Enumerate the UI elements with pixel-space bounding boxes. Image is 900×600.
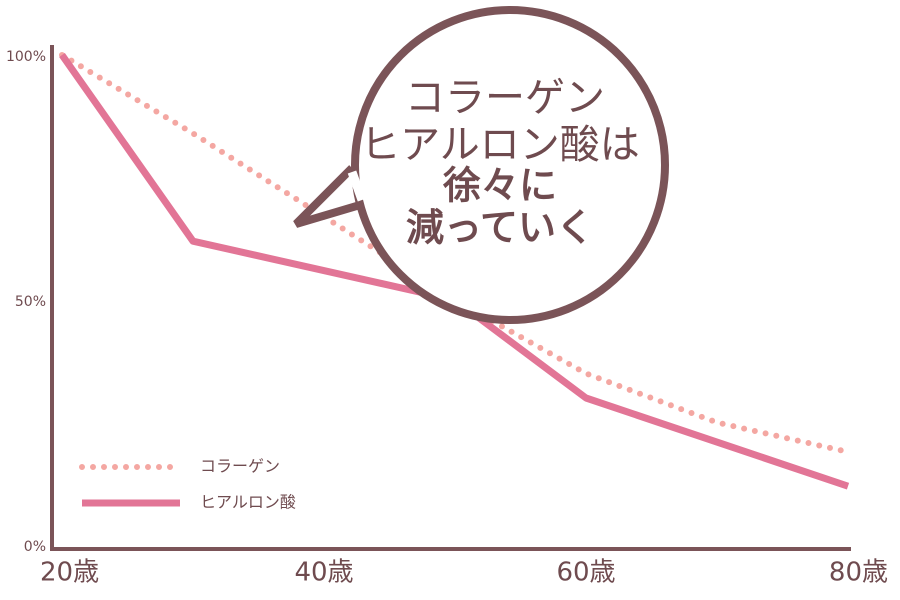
annotation-line: ヒアルロン酸は [360, 122, 640, 168]
legend-label: ヒアルロン酸 [200, 493, 296, 512]
y-tick-label: 100% [6, 49, 46, 65]
y-tick-label: 0% [24, 539, 46, 555]
x-tick-label: 20歳 [40, 558, 99, 588]
x-tick-label: 40歳 [294, 558, 353, 588]
annotation-line: 徐々に [442, 164, 557, 208]
bubble-join [347, 170, 367, 202]
x-tick-label: 80歳 [829, 558, 888, 588]
y-tick-label: 50% [15, 294, 46, 310]
annotation-line: コラーゲン [405, 75, 605, 121]
bubble [351, 6, 669, 324]
speech-bubble: コラーゲン ヒアルロン酸は 徐々に 減っていく [293, 6, 669, 324]
legend-label: コラーゲン [200, 457, 280, 476]
bubble-tail [293, 165, 362, 228]
x-tick-label: 60歳 [556, 558, 615, 588]
annotation-line: 減っていく [406, 206, 594, 250]
